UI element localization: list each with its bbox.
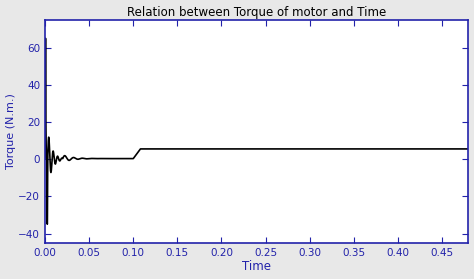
X-axis label: Time: Time [242, 260, 271, 273]
Title: Relation between Torque of motor and Time: Relation between Torque of motor and Tim… [127, 6, 386, 19]
Y-axis label: Torque (N.m.): Torque (N.m.) [6, 93, 16, 169]
